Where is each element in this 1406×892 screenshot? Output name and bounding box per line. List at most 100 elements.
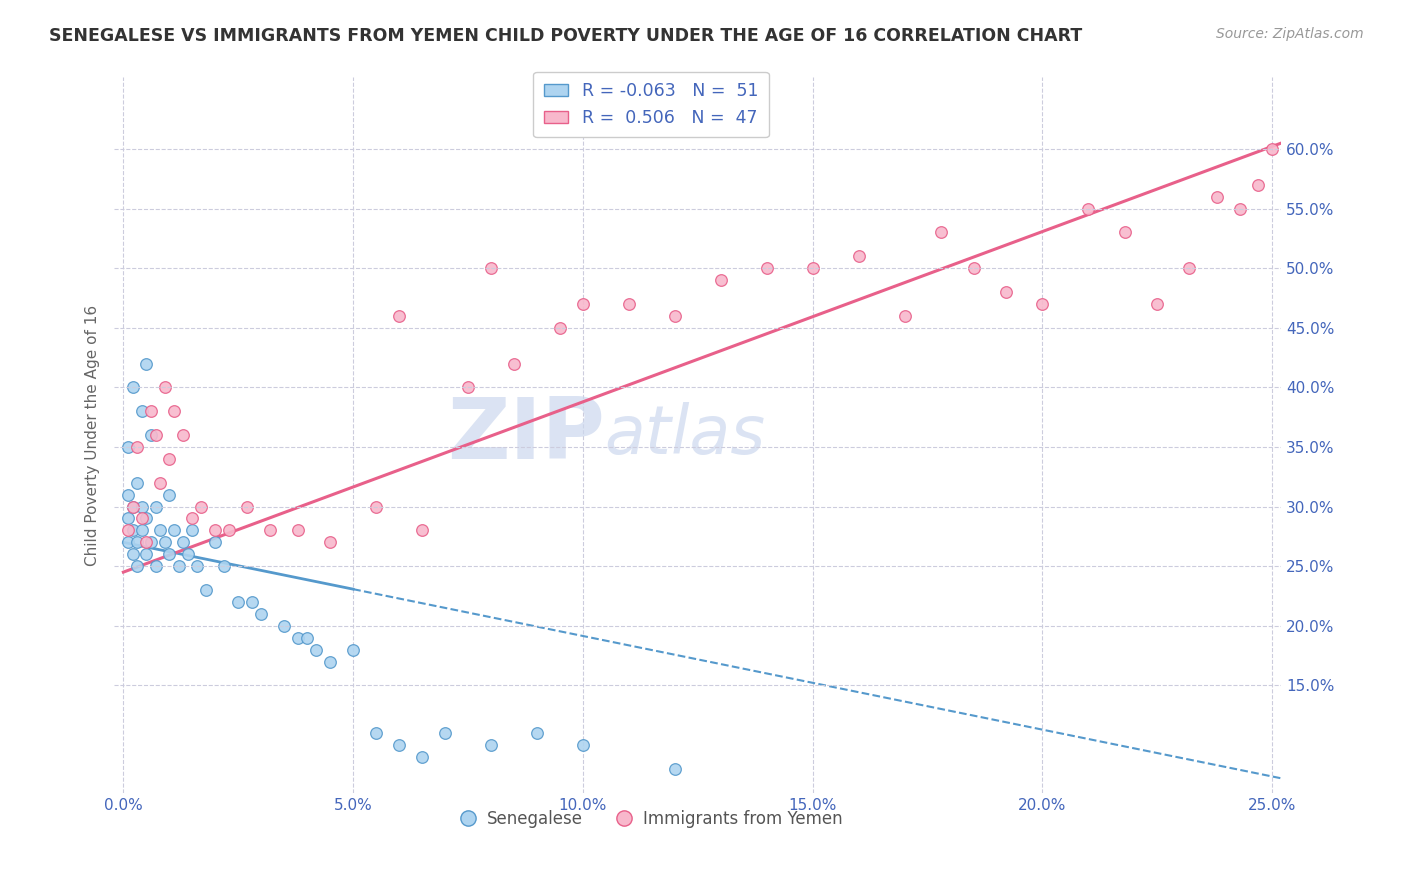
Point bbox=[127, 475, 149, 490]
Point bbox=[163, 524, 186, 538]
Point bbox=[135, 547, 157, 561]
Text: ZIP: ZIP bbox=[447, 393, 605, 476]
Point bbox=[479, 261, 502, 276]
Point bbox=[572, 297, 595, 311]
Text: SENEGALESE VS IMMIGRANTS FROM YEMEN CHILD POVERTY UNDER THE AGE OF 16 CORRELATIO: SENEGALESE VS IMMIGRANTS FROM YEMEN CHIL… bbox=[49, 27, 1083, 45]
Point bbox=[117, 524, 139, 538]
Point bbox=[1178, 261, 1201, 276]
Point bbox=[664, 309, 686, 323]
Point bbox=[848, 249, 870, 263]
Point bbox=[127, 559, 149, 574]
Point bbox=[127, 440, 149, 454]
Point bbox=[121, 500, 143, 514]
Point bbox=[1077, 202, 1099, 216]
Point bbox=[479, 738, 502, 752]
Point bbox=[319, 535, 342, 549]
Point bbox=[135, 535, 157, 549]
Point bbox=[755, 261, 778, 276]
Point bbox=[1247, 178, 1270, 192]
Point bbox=[139, 404, 162, 418]
Point bbox=[127, 535, 149, 549]
Point bbox=[1114, 226, 1136, 240]
Point bbox=[163, 404, 186, 418]
Point bbox=[962, 261, 984, 276]
Point bbox=[411, 750, 433, 764]
Point bbox=[121, 500, 143, 514]
Point bbox=[121, 547, 143, 561]
Point bbox=[1206, 189, 1229, 203]
Point bbox=[236, 500, 259, 514]
Point bbox=[135, 511, 157, 525]
Point bbox=[434, 726, 457, 740]
Point bbox=[388, 738, 411, 752]
Point bbox=[145, 559, 167, 574]
Point bbox=[131, 511, 153, 525]
Point bbox=[342, 642, 364, 657]
Point bbox=[366, 726, 388, 740]
Point bbox=[157, 488, 180, 502]
Legend: Senegalese, Immigrants from Yemen: Senegalese, Immigrants from Yemen bbox=[453, 803, 849, 834]
Point bbox=[204, 535, 226, 549]
Point bbox=[131, 500, 153, 514]
Point bbox=[181, 524, 204, 538]
Point bbox=[366, 500, 388, 514]
Point bbox=[121, 380, 143, 394]
Point bbox=[994, 285, 1017, 299]
Point bbox=[572, 738, 595, 752]
Point bbox=[1261, 142, 1284, 156]
Point bbox=[177, 547, 200, 561]
Point bbox=[214, 559, 236, 574]
Point bbox=[801, 261, 824, 276]
Point bbox=[172, 535, 194, 549]
Point bbox=[139, 535, 162, 549]
Point bbox=[273, 619, 295, 633]
Point bbox=[226, 595, 249, 609]
Point bbox=[172, 428, 194, 442]
Point bbox=[250, 607, 273, 621]
Point bbox=[153, 380, 176, 394]
Point bbox=[1146, 297, 1168, 311]
Point bbox=[1229, 202, 1251, 216]
Point bbox=[145, 500, 167, 514]
Point bbox=[131, 524, 153, 538]
Point bbox=[305, 642, 328, 657]
Point bbox=[117, 511, 139, 525]
Point bbox=[617, 297, 640, 311]
Point bbox=[240, 595, 263, 609]
Point bbox=[157, 547, 180, 561]
Point bbox=[526, 726, 548, 740]
Point bbox=[204, 524, 226, 538]
Point bbox=[295, 631, 318, 645]
Point bbox=[181, 511, 204, 525]
Point bbox=[664, 762, 686, 776]
Point bbox=[139, 428, 162, 442]
Point bbox=[457, 380, 479, 394]
Point bbox=[503, 357, 526, 371]
Point bbox=[149, 524, 172, 538]
Point bbox=[121, 524, 143, 538]
Point bbox=[149, 475, 172, 490]
Point bbox=[195, 582, 218, 597]
Point bbox=[117, 488, 139, 502]
Point bbox=[186, 559, 208, 574]
Point bbox=[153, 535, 176, 549]
Point bbox=[931, 226, 953, 240]
Point bbox=[145, 428, 167, 442]
Y-axis label: Child Poverty Under the Age of 16: Child Poverty Under the Age of 16 bbox=[86, 304, 100, 566]
Point bbox=[319, 655, 342, 669]
Point bbox=[117, 440, 139, 454]
Point bbox=[157, 451, 180, 466]
Point bbox=[218, 524, 240, 538]
Text: Source: ZipAtlas.com: Source: ZipAtlas.com bbox=[1216, 27, 1364, 41]
Point bbox=[411, 524, 433, 538]
Point bbox=[259, 524, 281, 538]
Point bbox=[287, 524, 309, 538]
Point bbox=[167, 559, 190, 574]
Point bbox=[893, 309, 915, 323]
Point bbox=[135, 357, 157, 371]
Point bbox=[287, 631, 309, 645]
Point bbox=[190, 500, 212, 514]
Text: atlas: atlas bbox=[605, 402, 765, 468]
Point bbox=[1031, 297, 1053, 311]
Point bbox=[710, 273, 733, 287]
